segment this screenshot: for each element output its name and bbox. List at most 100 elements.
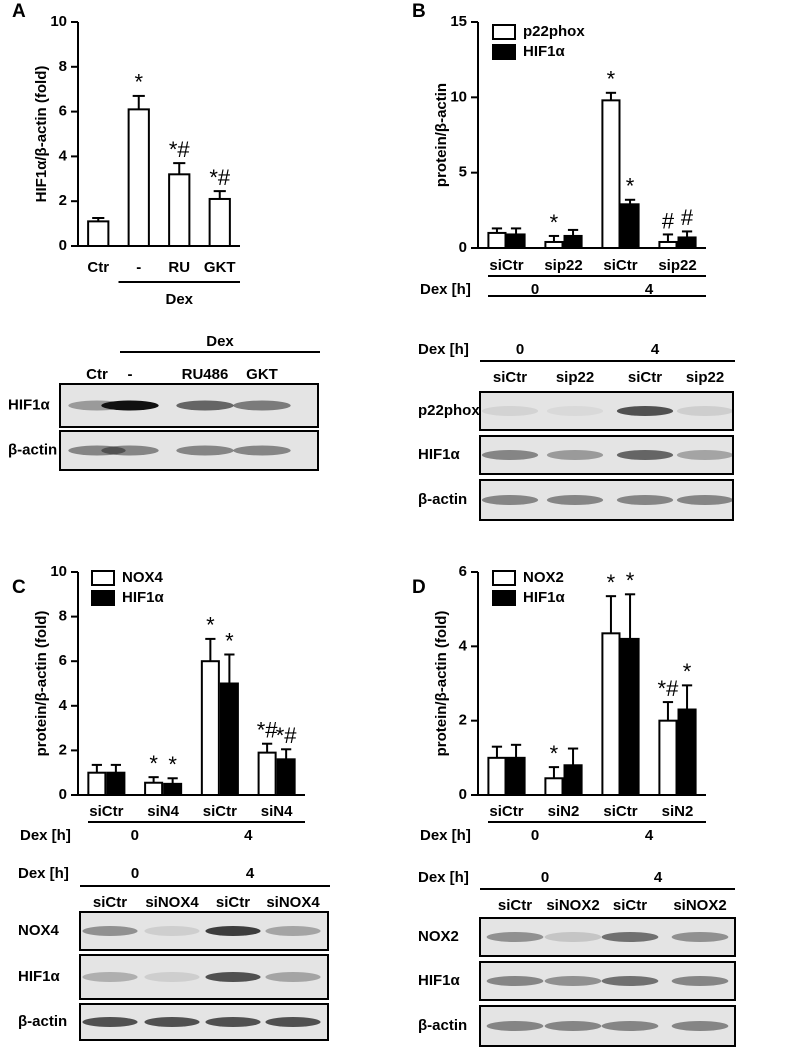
blot-row-label: HIF1α <box>18 968 61 985</box>
row-label: Dex [h] <box>420 281 471 298</box>
legend-label: HIF1α <box>122 589 165 606</box>
lane-label: sip22 <box>556 369 594 386</box>
bar <box>677 708 697 796</box>
group-label: 0 <box>531 281 539 298</box>
blot-band <box>265 926 321 936</box>
x-tick-label: siN4 <box>261 803 293 820</box>
lane-label: GKT <box>246 366 278 383</box>
blot-row-label: NOX4 <box>18 922 60 939</box>
y-tick-label: 6 <box>459 563 467 580</box>
legend-swatch <box>492 570 516 586</box>
blot-row-label: NOX2 <box>418 928 459 945</box>
bar <box>563 234 583 250</box>
blot-row-label: HIF1α <box>418 972 461 989</box>
blot-row-label: β-actin <box>18 1013 67 1030</box>
panel-label: C <box>12 577 26 598</box>
blot-band <box>486 1021 544 1031</box>
blot-band <box>601 976 659 986</box>
blot-band <box>82 972 138 982</box>
bar <box>487 231 507 250</box>
legend-swatch <box>91 590 115 606</box>
bar <box>106 771 126 797</box>
blot-strip <box>479 479 734 521</box>
y-tick-label: 0 <box>459 786 467 803</box>
blot-band <box>265 972 321 982</box>
y-tick-label: 5 <box>459 164 467 181</box>
blot-row-label: p22phox <box>418 402 480 419</box>
bar <box>487 756 507 796</box>
blot-band <box>616 495 674 505</box>
y-axis-label: protein/β-actin <box>433 83 450 187</box>
bar <box>144 781 164 796</box>
blot-band <box>676 406 734 416</box>
blot-band <box>82 1017 138 1027</box>
legend-swatch <box>91 570 115 586</box>
bar <box>677 236 697 250</box>
legend-label: NOX2 <box>523 569 564 586</box>
blot-band <box>481 450 539 460</box>
bar <box>563 764 583 796</box>
y-tick-label: 10 <box>450 88 467 105</box>
y-tick-label: 2 <box>59 741 67 758</box>
bar <box>544 777 564 797</box>
bar <box>658 240 678 249</box>
significance-mark: * <box>607 570 616 595</box>
lane-label: siCtr <box>216 894 250 911</box>
y-tick-label: 6 <box>59 652 67 669</box>
y-tick-label: 0 <box>459 239 467 256</box>
blot-row-label: β-actin <box>418 1017 467 1034</box>
panel-label: D <box>412 577 426 598</box>
blot-band <box>486 932 544 942</box>
significance-mark: # <box>662 208 675 233</box>
blot-band <box>144 926 200 936</box>
x-tick-label: siN4 <box>147 803 179 820</box>
blot-band <box>544 932 602 942</box>
lane-label: sip22 <box>686 369 724 386</box>
x-tick-label: siCtr <box>89 803 123 820</box>
bar <box>658 719 678 797</box>
legend-label: HIF1α <box>523 589 566 606</box>
group-label: Dex <box>165 291 193 308</box>
significance-mark: * <box>550 741 559 766</box>
bar <box>168 173 191 248</box>
blot-band <box>82 926 138 936</box>
bar <box>163 782 183 796</box>
blot-band <box>616 450 674 460</box>
blot-band <box>546 406 604 416</box>
blot-header: Dex [h] <box>418 869 469 886</box>
group-label: 0 <box>131 827 139 844</box>
blot-row-label: β-actin <box>8 441 57 458</box>
lane-label: siCtr <box>498 897 532 914</box>
bar <box>620 203 640 250</box>
significance-mark: * <box>225 628 234 653</box>
y-axis-label: HIF1α/β-actin (fold) <box>33 66 50 203</box>
blot-group-label: 0 <box>541 869 549 886</box>
blot-row-label: HIF1α <box>418 446 461 463</box>
y-tick-label: 0 <box>59 786 67 803</box>
bar <box>208 197 231 248</box>
significance-mark: * <box>683 659 692 684</box>
blot-strip <box>479 391 734 431</box>
blot-band <box>601 1021 659 1031</box>
panel-label: A <box>12 1 26 22</box>
blot-band <box>676 450 734 460</box>
bar <box>276 758 296 797</box>
bar <box>200 660 220 797</box>
blot-header: Dex [h] <box>18 865 69 882</box>
group-label: 0 <box>531 827 539 844</box>
significance-mark: * <box>149 751 158 776</box>
x-tick-label: sip22 <box>544 257 582 274</box>
x-tick-label: siCtr <box>489 803 523 820</box>
bar <box>127 108 150 247</box>
x-tick-label: siCtr <box>489 257 523 274</box>
x-tick-label: siN2 <box>662 803 694 820</box>
lane-label: siCtr <box>93 894 127 911</box>
legend-label: HIF1α <box>523 43 566 60</box>
y-tick-label: 4 <box>59 147 68 164</box>
y-tick-label: 6 <box>59 103 67 120</box>
blot-band <box>676 495 734 505</box>
x-tick-label: siCtr <box>603 803 637 820</box>
lane-label: siCtr <box>493 369 527 386</box>
x-tick-label: GKT <box>204 259 236 276</box>
